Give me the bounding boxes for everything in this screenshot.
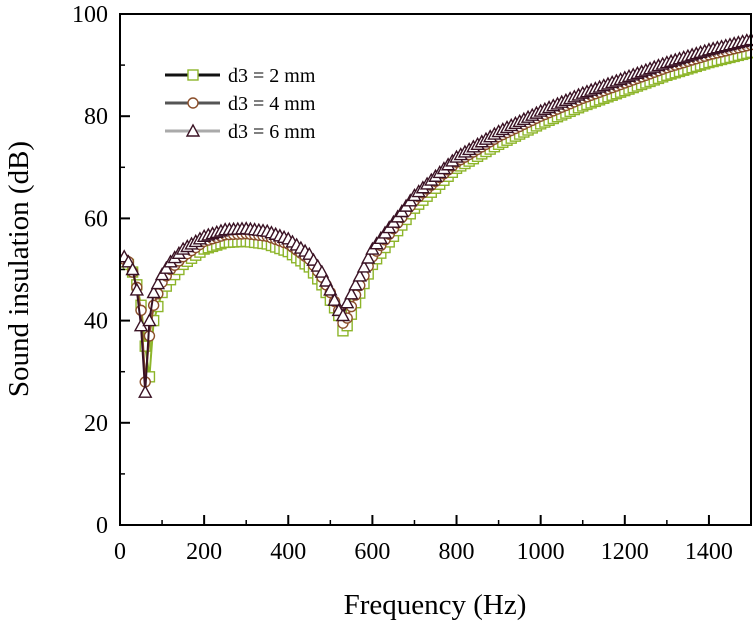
data-point bbox=[327, 292, 342, 306]
x-tick-label: 800 bbox=[439, 539, 475, 565]
data-point bbox=[339, 295, 355, 309]
data-point bbox=[323, 282, 338, 296]
data-point bbox=[138, 384, 153, 398]
y-tick-label: 0 bbox=[96, 513, 108, 539]
data-point bbox=[121, 254, 136, 268]
x-tick-label: 1200 bbox=[601, 539, 649, 565]
x-tick-label: 200 bbox=[186, 539, 222, 565]
data-point bbox=[314, 264, 330, 278]
data-point bbox=[348, 277, 363, 291]
y-axis-title: Sound insulation (dB) bbox=[3, 141, 35, 397]
x-axis-title: Frequency (Hz) bbox=[344, 589, 527, 621]
legend-marker bbox=[185, 123, 201, 137]
legend-marker bbox=[187, 69, 199, 81]
data-point bbox=[361, 250, 376, 264]
data-point bbox=[146, 285, 161, 299]
data-point bbox=[125, 262, 140, 276]
legend-label: d3 = 2 mm bbox=[228, 65, 316, 87]
series-line bbox=[123, 51, 752, 377]
y-tick-label: 100 bbox=[72, 2, 108, 28]
y-tick-label: 80 bbox=[84, 104, 108, 130]
y-tick-label: 60 bbox=[84, 206, 108, 232]
series-3 bbox=[120, 32, 753, 398]
axis-layer: 0 200 400 600 800 1000 1200 1400 0 20 40 60 80 100 bbox=[72, 2, 733, 565]
x-tick-label: 600 bbox=[354, 539, 390, 565]
series-layer bbox=[120, 32, 753, 398]
legend: d3 = 2 mm d3 = 4 mm d3 = 6 mm bbox=[165, 65, 316, 143]
data-point bbox=[344, 286, 359, 300]
x-tick-label: 400 bbox=[270, 539, 306, 565]
data-point bbox=[356, 259, 372, 273]
data-point bbox=[318, 273, 334, 287]
data-point bbox=[159, 260, 174, 274]
series-line bbox=[123, 43, 752, 382]
data-point bbox=[335, 308, 351, 322]
series-1 bbox=[120, 46, 753, 383]
plot-frame bbox=[119, 13, 752, 526]
data-point bbox=[147, 299, 160, 311]
x-tick-label: 1000 bbox=[517, 539, 565, 565]
data-point bbox=[129, 282, 145, 296]
x-tick-label: 0 bbox=[114, 539, 126, 565]
data-point bbox=[352, 268, 367, 282]
x-tick-label: 1400 bbox=[685, 539, 733, 565]
legend-marker bbox=[187, 97, 199, 109]
legend-label: d3 = 4 mm bbox=[228, 93, 316, 115]
data-point bbox=[142, 313, 157, 327]
y-tick-label: 40 bbox=[84, 309, 108, 335]
series-line bbox=[123, 38, 752, 393]
legend-label: d3 = 6 mm bbox=[228, 121, 316, 143]
data-point bbox=[135, 304, 147, 317]
data-point bbox=[154, 267, 170, 281]
data-point bbox=[139, 340, 151, 352]
series-2 bbox=[120, 38, 753, 388]
y-tick-label: 20 bbox=[84, 411, 108, 437]
data-point bbox=[150, 276, 166, 290]
